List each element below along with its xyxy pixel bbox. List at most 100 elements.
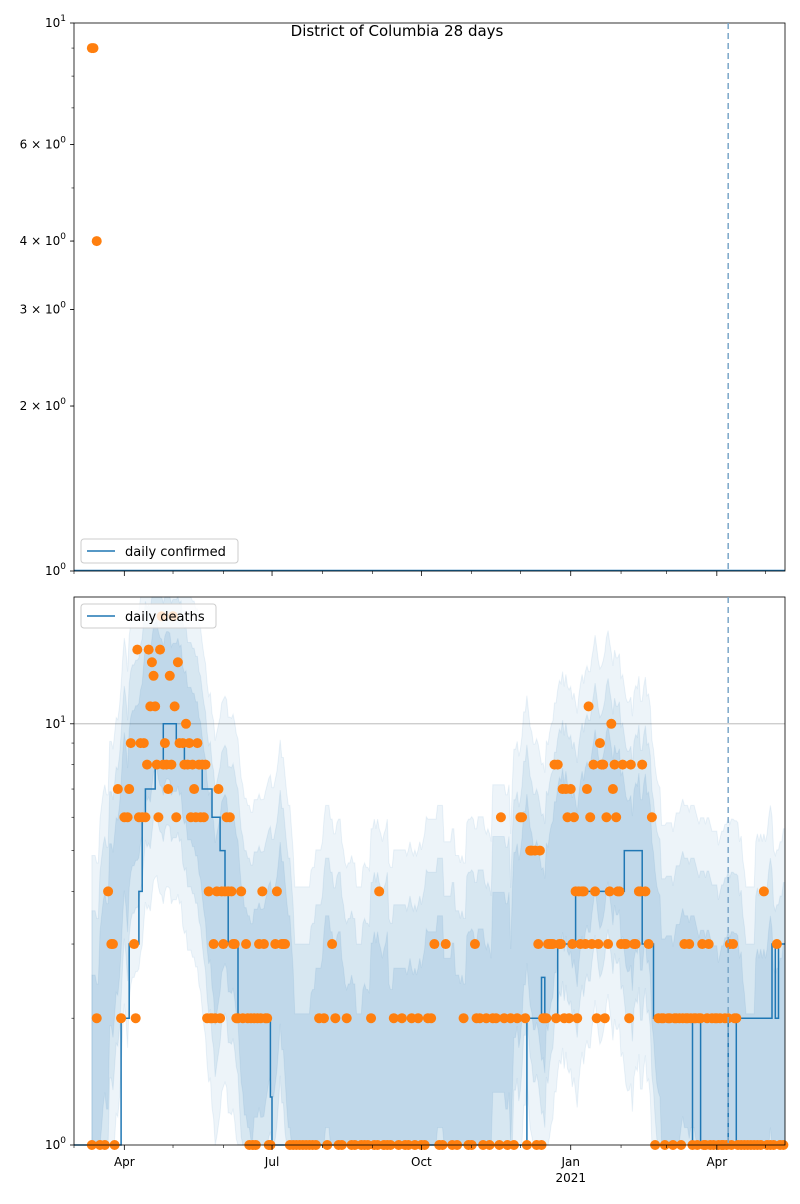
death-point	[731, 1013, 742, 1024]
death-point	[630, 939, 641, 950]
legend-label-daily-confirmed: daily confirmed	[125, 545, 226, 560]
confirmed-point	[91, 236, 102, 247]
death-point	[140, 812, 151, 823]
y-tick-label: 100	[45, 1136, 66, 1152]
death-point	[588, 759, 599, 770]
death-point	[609, 759, 620, 770]
death-point	[163, 784, 174, 795]
panel-daily-deaths: 100 101 Apr Jul Oct Jan 2021 Apr daily deaths	[45, 595, 789, 1185]
x-tick-label: Apr	[706, 1155, 727, 1169]
death-point	[181, 718, 192, 729]
death-point	[198, 812, 209, 823]
death-point	[606, 718, 617, 729]
death-point	[132, 644, 143, 655]
death-point	[280, 939, 291, 950]
death-point	[172, 657, 183, 668]
y-tick-label: 4 × 100	[20, 232, 67, 248]
death-point	[226, 886, 237, 897]
death-point	[607, 784, 618, 795]
axes-frame	[73, 596, 786, 1146]
y-tick-label: 101	[45, 715, 66, 731]
death-point	[224, 812, 235, 823]
death-point	[611, 812, 622, 823]
death-point	[155, 644, 166, 655]
death-point	[388, 1013, 399, 1024]
death-point	[129, 939, 140, 950]
y-tick-label: 2 × 100	[20, 397, 67, 413]
death-point	[520, 1013, 531, 1024]
death-point	[257, 886, 268, 897]
death-point	[583, 701, 594, 712]
death-point	[552, 759, 563, 770]
axes: 100 2 × 100 3 × 100 4 × 100 6 × 100 101	[20, 14, 786, 578]
death-point	[200, 759, 211, 770]
death-point	[153, 812, 164, 823]
death-point	[184, 738, 195, 749]
death-point	[262, 1013, 273, 1024]
death-point	[594, 738, 605, 749]
death-point	[169, 701, 180, 712]
death-point	[107, 939, 118, 950]
death-point	[166, 759, 177, 770]
x-tick-label: Jul	[264, 1155, 279, 1169]
death-point	[495, 812, 506, 823]
death-point	[703, 939, 714, 950]
death-point	[598, 759, 609, 770]
death-point	[229, 939, 240, 950]
death-point	[572, 1013, 583, 1024]
x-tick-year-label: 2021	[555, 1171, 586, 1185]
death-point	[758, 886, 769, 897]
death-point	[565, 784, 576, 795]
death-point	[604, 886, 615, 897]
death-point	[624, 1013, 635, 1024]
death-point	[236, 886, 247, 897]
legend-daily-deaths: daily deaths	[80, 603, 217, 629]
death-point	[271, 886, 282, 897]
death-point	[138, 738, 149, 749]
death-point	[258, 939, 269, 950]
death-point	[684, 939, 695, 950]
death-point	[426, 1013, 437, 1024]
death-point	[241, 939, 252, 950]
legend-box	[80, 538, 239, 564]
death-point	[215, 1013, 226, 1024]
death-point	[218, 939, 229, 950]
death-point	[164, 670, 175, 681]
death-point	[533, 939, 544, 950]
death-point	[646, 812, 657, 823]
death-point	[374, 886, 385, 897]
death-point	[159, 738, 170, 749]
death-point	[396, 1013, 407, 1024]
death-point	[458, 1013, 469, 1024]
death-point	[469, 939, 480, 950]
death-point	[366, 1013, 377, 1024]
death-point	[143, 644, 154, 655]
death-point	[203, 886, 214, 897]
death-point	[124, 784, 135, 795]
death-point	[517, 812, 528, 823]
death-point	[171, 812, 182, 823]
death-point	[429, 939, 440, 950]
death-point	[327, 939, 338, 950]
chart-title: District of Columbia 28 days	[291, 22, 504, 40]
death-point	[91, 1013, 102, 1024]
death-point	[617, 759, 628, 770]
legend-daily-confirmed: daily confirmed	[80, 538, 239, 564]
y-tick-label: 3 × 100	[20, 301, 67, 317]
death-point	[148, 670, 159, 681]
death-point	[208, 939, 219, 950]
death-point	[581, 784, 592, 795]
death-point	[603, 939, 614, 950]
death-point	[585, 812, 596, 823]
death-point	[614, 886, 625, 897]
x-tick-label: Oct	[411, 1155, 432, 1169]
y-tick-label: 6 × 100	[20, 136, 67, 152]
death-point	[512, 1013, 523, 1024]
death-point	[568, 812, 579, 823]
death-point	[551, 1013, 562, 1024]
death-point	[625, 759, 636, 770]
x-tick-label: Apr	[114, 1155, 135, 1169]
death-point	[122, 812, 133, 823]
